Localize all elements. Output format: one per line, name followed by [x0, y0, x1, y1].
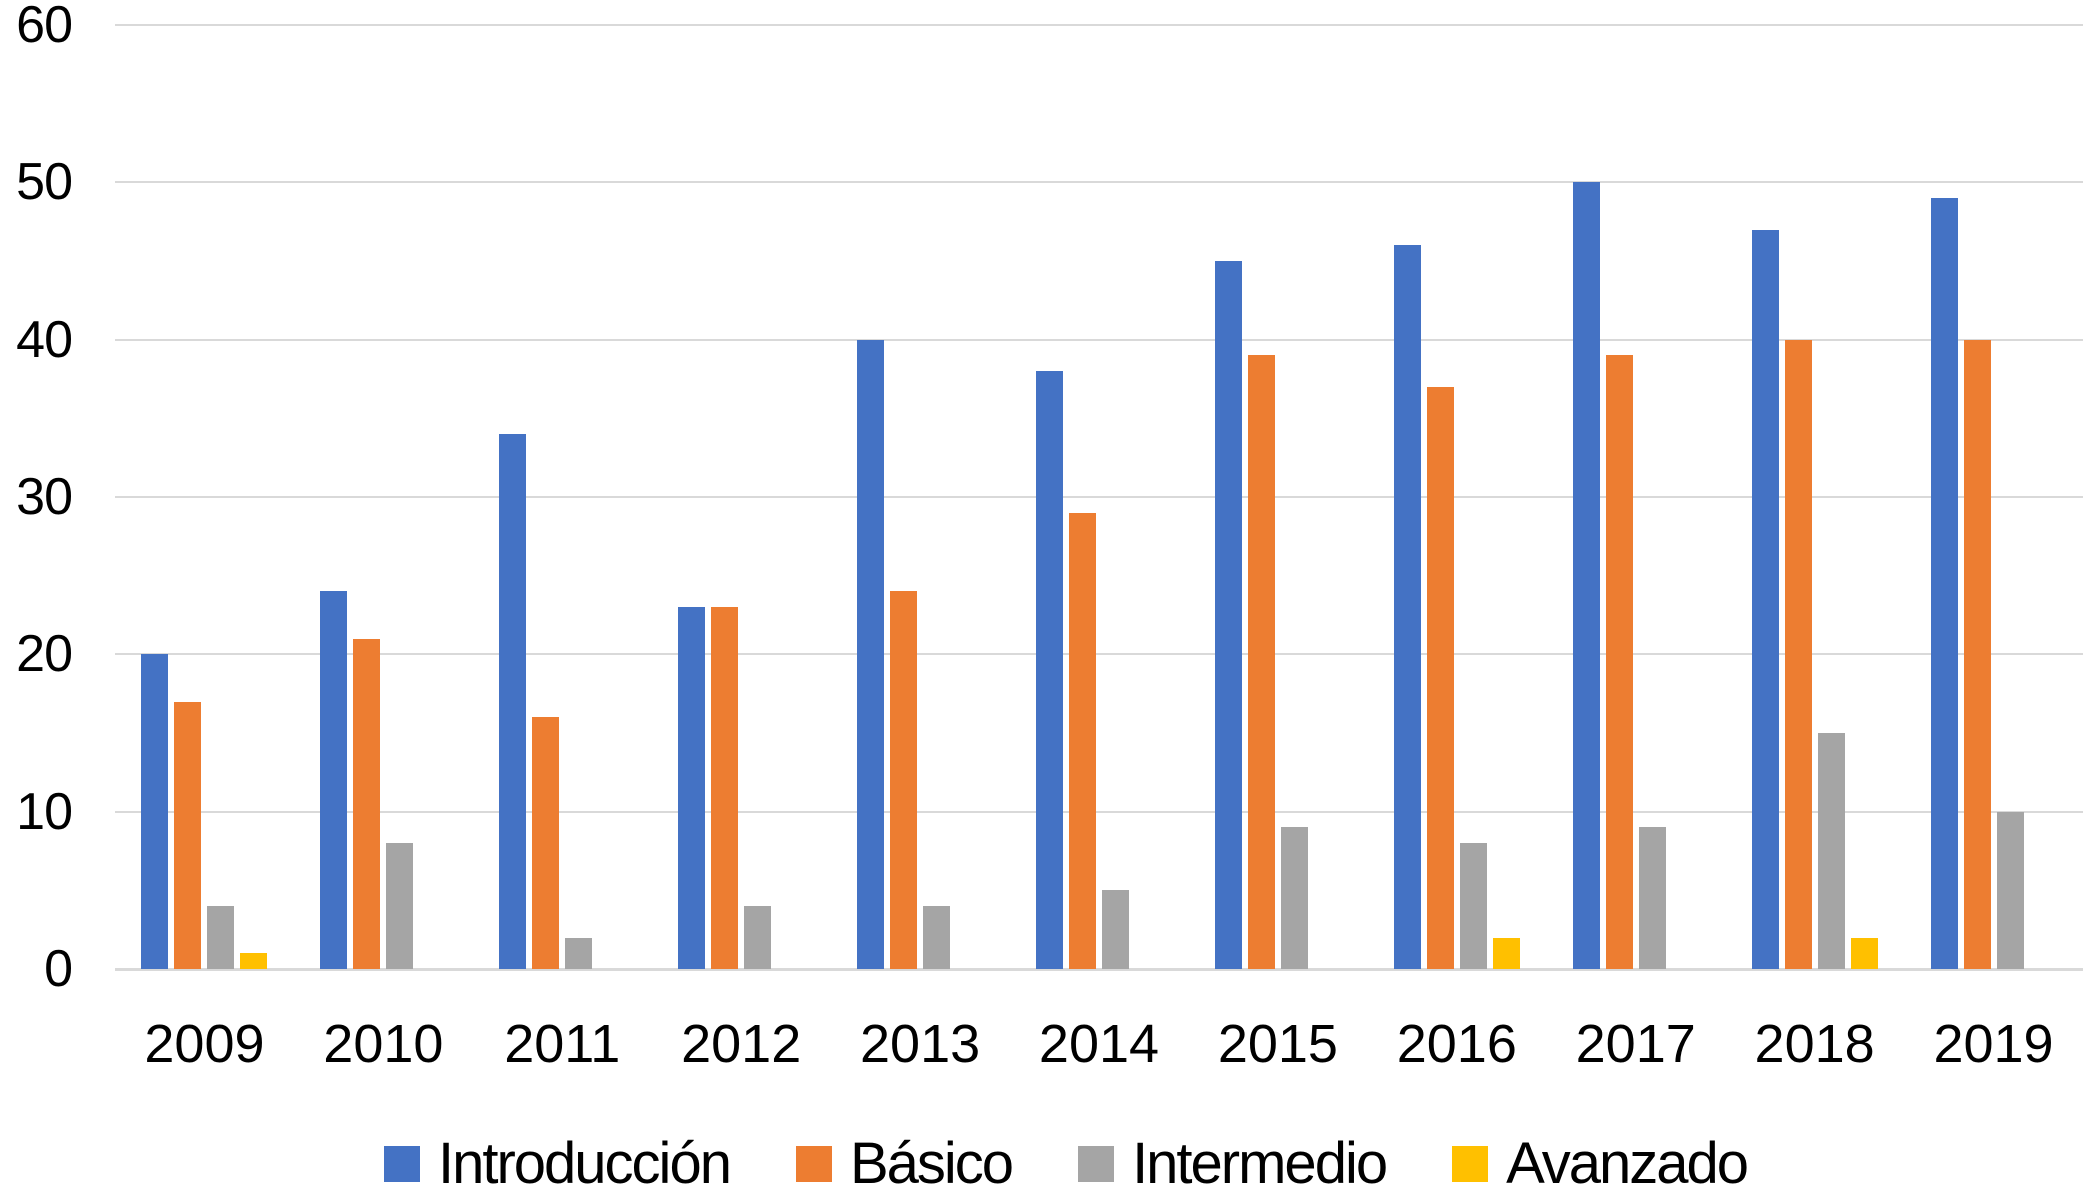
x-tick-label-2019: 2019: [1933, 1014, 2054, 1074]
y-tick-label-10: 10: [16, 782, 73, 841]
x-tick-label-2011: 2011: [504, 1014, 621, 1074]
legend-label-basico: Básico: [849, 1131, 1014, 1196]
x-tick-label-2014: 2014: [1038, 1014, 1160, 1074]
bar-avanzado-2016: [1492, 937, 1520, 969]
bar-intermedio-2013: [923, 906, 951, 969]
bar-básico-2013: [890, 591, 918, 969]
x-tick-label-2018: 2018: [1754, 1014, 1875, 1074]
bar-intermedio-2018: [1817, 733, 1845, 969]
bar-básico-2015: [1247, 355, 1275, 969]
bar-introducción-2015: [1214, 261, 1242, 969]
bar-introducción-2011: [499, 434, 527, 969]
bar-introducción-2016: [1393, 245, 1421, 969]
bar-básico-2010: [353, 638, 381, 969]
legend-marker-introduccion-icon: [383, 1146, 420, 1182]
bar-introducción-2019: [1930, 198, 1958, 969]
x-tick-label-2009: 2009: [144, 1014, 265, 1074]
bar-intermedio-2009: [207, 906, 235, 969]
gridline-30: [115, 496, 2083, 498]
bar-básico-2019: [1963, 339, 1991, 969]
y-tick-label-60: 60: [16, 0, 73, 54]
bar-avanzado-2018: [1850, 937, 1878, 969]
y-tick-label-50: 50: [16, 153, 73, 212]
bar-introducción-2018: [1751, 229, 1779, 969]
bar-intermedio-2015: [1280, 827, 1308, 969]
gridline-60: [115, 24, 2083, 26]
gridline-10: [115, 810, 2083, 813]
y-tick-label-30: 30: [16, 468, 73, 526]
x-axis-line: [115, 968, 2083, 971]
legend-item-introduccion: Introducción: [383, 1131, 732, 1196]
bar-introducción-2010: [320, 591, 348, 969]
x-tick-label-2017: 2017: [1575, 1014, 1696, 1074]
bar-básico-2011: [532, 717, 560, 969]
bar-básico-2012: [711, 607, 739, 969]
legend-label-introduccion: Introducción: [437, 1131, 732, 1196]
legend: Introducción Básico Intermedio Avanzado: [0, 1132, 2091, 1196]
bar-intermedio-2019: [1996, 811, 2024, 969]
bar-introducción-2014: [1036, 371, 1063, 969]
x-tick-label-2010: 2010: [323, 1014, 444, 1074]
bar-intermedio-2016: [1459, 843, 1487, 969]
legend-marker-avanzado-icon: [1452, 1146, 1489, 1182]
y-tick-label-40: 40: [16, 310, 73, 369]
legend-marker-intermedio-icon: [1078, 1146, 1115, 1182]
x-tick-label-2016: 2016: [1396, 1014, 1517, 1074]
legend-item-intermedio: Intermedio: [1078, 1131, 1388, 1196]
bar-intermedio-2010: [386, 843, 414, 969]
legend-label-avanzado: Avanzado: [1506, 1131, 1749, 1196]
bar-intermedio-2011: [565, 937, 593, 969]
gridline-40: [115, 338, 2083, 341]
legend-marker-basico-icon: [795, 1146, 832, 1182]
bar-intermedio-2012: [744, 906, 772, 969]
y-tick-label-0: 0: [44, 940, 73, 998]
gridline-20: [115, 653, 2083, 656]
bar-introducción-2009: [141, 654, 169, 969]
gridline-50: [115, 181, 2083, 184]
bar-introducción-2013: [857, 339, 885, 969]
bar-básico-2017: [1605, 355, 1633, 969]
bar-básico-2016: [1426, 386, 1454, 969]
x-tick-label-2015: 2015: [1217, 1014, 1338, 1074]
bar-intermedio-2014: [1102, 890, 1129, 969]
bar-básico-2014: [1069, 512, 1096, 969]
legend-label-intermedio: Intermedio: [1132, 1131, 1388, 1196]
bar-básico-2018: [1784, 339, 1812, 969]
x-tick-label-2012: 2012: [681, 1014, 802, 1074]
bar-avanzado-2009: [240, 953, 268, 969]
y-tick-label-20: 20: [16, 625, 73, 684]
bar-introducción-2012: [678, 607, 706, 969]
bar-básico-2009: [174, 701, 202, 969]
legend-item-basico: Básico: [795, 1131, 1014, 1196]
x-tick-label-2013: 2013: [860, 1014, 981, 1074]
legend-item-avanzado: Avanzado: [1452, 1131, 1749, 1196]
bar-introducción-2017: [1572, 182, 1600, 969]
bar-intermedio-2017: [1638, 827, 1666, 969]
